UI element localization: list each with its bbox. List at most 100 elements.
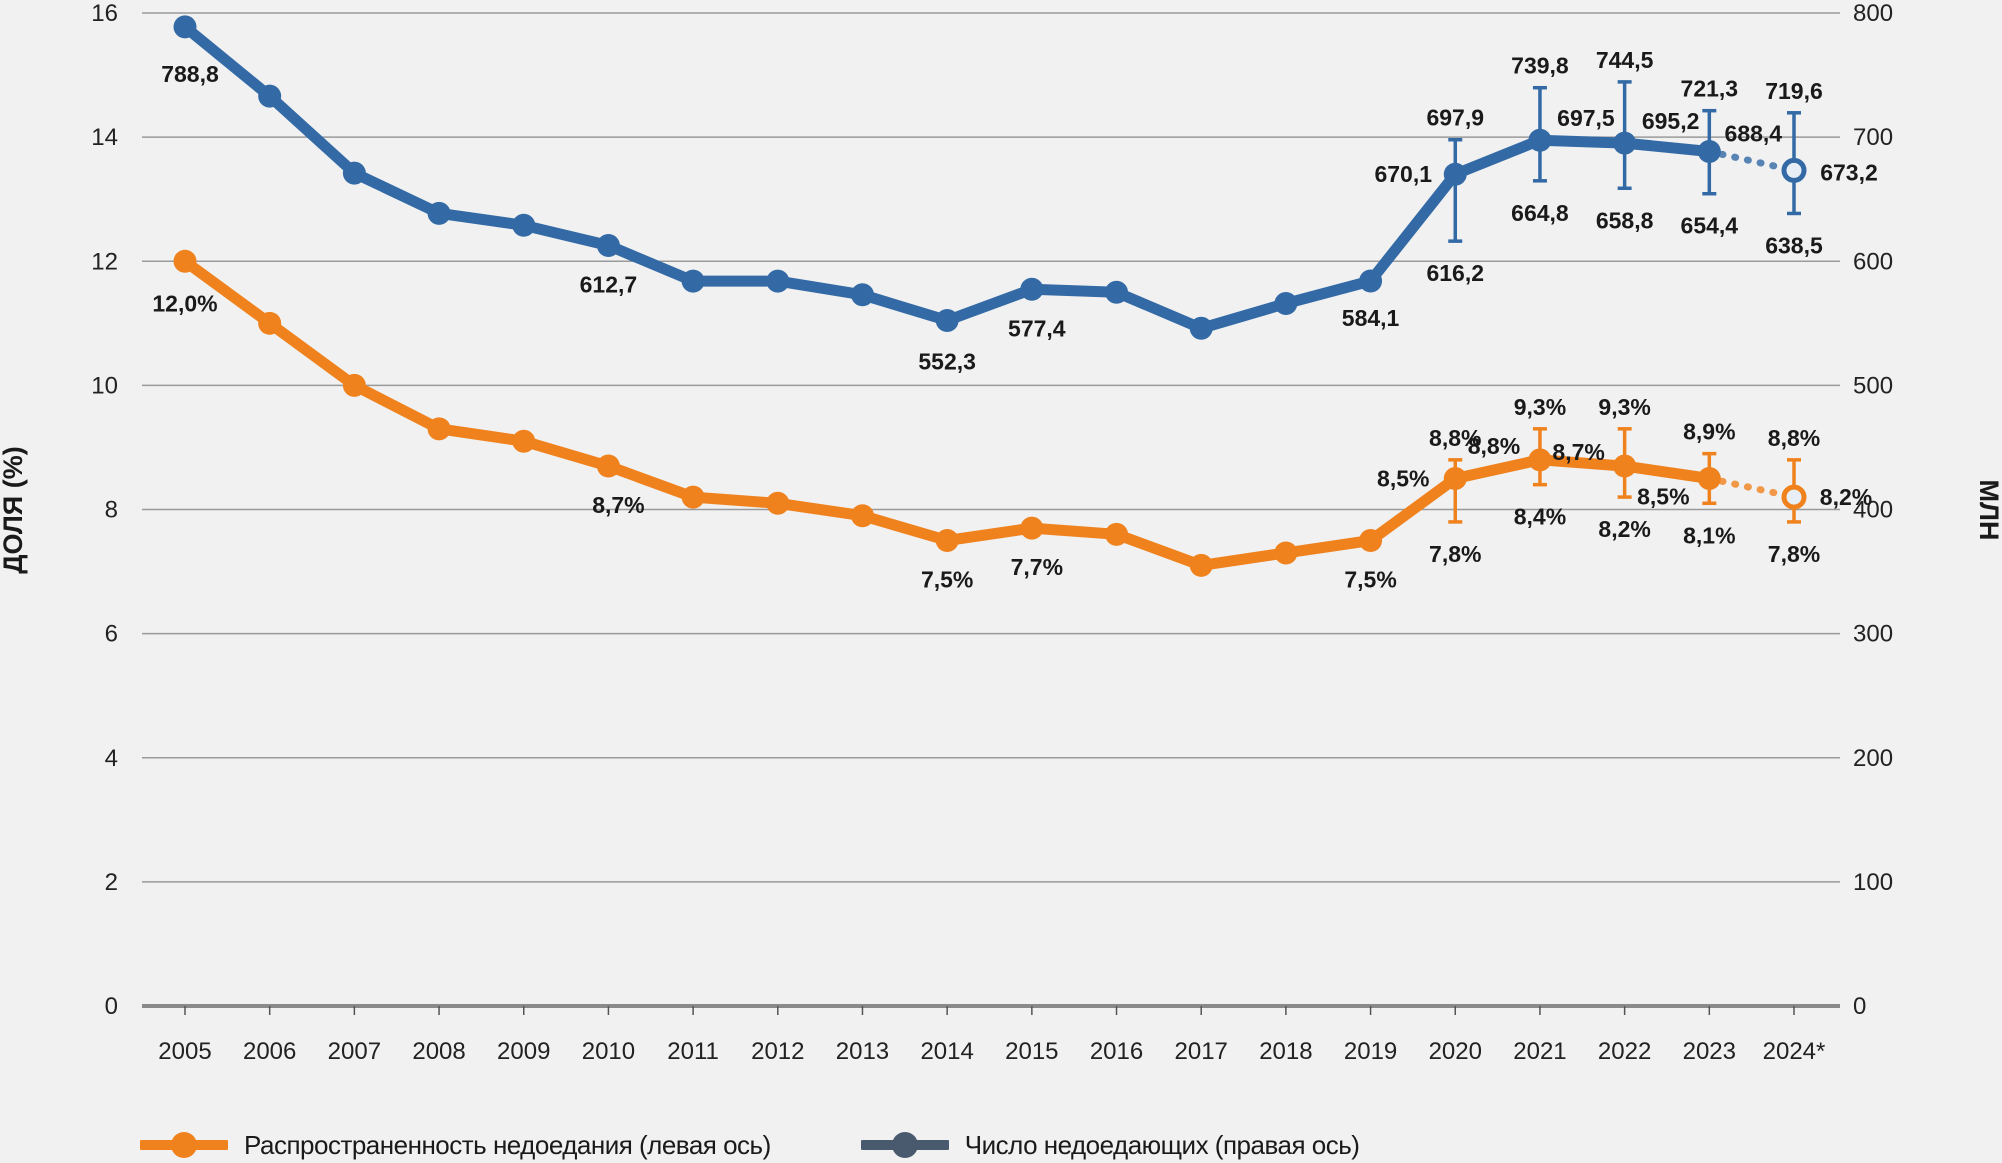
point-prevalence bbox=[1274, 541, 1298, 565]
left-axis-tick-label: 10 bbox=[91, 372, 118, 399]
data-label-number: 577,4 bbox=[1008, 315, 1066, 341]
left-axis-tick-label: 16 bbox=[91, 0, 118, 27]
left-axis-tick-label: 4 bbox=[105, 745, 118, 772]
data-label-number: 584,1 bbox=[1342, 305, 1400, 331]
x-axis-tick-label: 2023 bbox=[1683, 1038, 1736, 1065]
projected-point-number bbox=[1781, 157, 1807, 183]
point-prevalence bbox=[173, 249, 197, 273]
data-label-prevalence: 8,5% bbox=[1377, 465, 1429, 491]
point-prevalence bbox=[1189, 553, 1213, 577]
error-high-label-prevalence: 9,3% bbox=[1514, 394, 1566, 420]
data-label-number: 688,4 bbox=[1725, 121, 1783, 147]
error-high-label-prevalence: 8,9% bbox=[1683, 419, 1735, 445]
x-axis-tick-label: 2010 bbox=[582, 1038, 635, 1065]
data-label-number: 670,1 bbox=[1374, 161, 1432, 187]
x-axis-tick-label: 2007 bbox=[328, 1038, 381, 1065]
point-prevalence bbox=[258, 311, 282, 335]
error-low-label-prevalence: 8,4% bbox=[1514, 504, 1566, 530]
point-prevalence bbox=[850, 504, 874, 528]
error-low-label-prevalence: 7,8% bbox=[1429, 541, 1481, 567]
left-axis-tick-label: 8 bbox=[105, 497, 118, 524]
point-prevalence bbox=[1528, 448, 1552, 472]
point-prevalence bbox=[512, 429, 536, 453]
point-number bbox=[596, 233, 620, 257]
point-prevalence bbox=[935, 529, 959, 553]
x-axis-tick-label: 2011 bbox=[667, 1038, 719, 1065]
error-high-label-prevalence: 8,8% bbox=[1429, 425, 1481, 451]
data-labels: 12,0%8,7%7,5% 7,7% 7,5%8,5%8,8% 8,7%8,5% 8,2… bbox=[152, 47, 1877, 593]
x-axis-tick-label: 2024* bbox=[1763, 1038, 1826, 1065]
error-high-label-prevalence: 9,3% bbox=[1598, 394, 1650, 420]
x-axis-tick-label: 2017 bbox=[1175, 1038, 1228, 1065]
data-label-prevalence: 7,5% bbox=[921, 567, 973, 593]
x-axis-tick-label: 2009 bbox=[497, 1038, 550, 1065]
right-axis-title: МЛН bbox=[1974, 480, 2002, 541]
data-label-prevalence: 8,7% bbox=[592, 492, 644, 518]
x-axis-tick-label: 2012 bbox=[751, 1038, 804, 1065]
point-number bbox=[1697, 140, 1721, 164]
x-axis-tick-label: 2006 bbox=[243, 1038, 296, 1065]
point-number bbox=[512, 213, 536, 237]
x-axis-tick-label: 2008 bbox=[412, 1038, 465, 1065]
point-number bbox=[1274, 291, 1298, 315]
x-axis-tick-label: 2016 bbox=[1090, 1038, 1143, 1065]
data-label-prevalence: 12,0% bbox=[152, 290, 217, 316]
projected-point-prevalence bbox=[1781, 484, 1807, 510]
error-low-label-number: 616,2 bbox=[1426, 260, 1484, 286]
error-low-label-prevalence: 8,1% bbox=[1683, 522, 1735, 548]
legend-label-prevalence: Распространенность недоедания (левая ось… bbox=[244, 1129, 771, 1160]
data-label-prevalence: 8,7% bbox=[1552, 439, 1604, 465]
point-number bbox=[1613, 131, 1637, 155]
right-axis-tick-label: 0 bbox=[1853, 993, 1866, 1020]
point-prevalence bbox=[1105, 522, 1129, 546]
point-prevalence bbox=[1613, 454, 1637, 478]
series-number bbox=[173, 15, 1807, 340]
left-axis-tick-label: 2 bbox=[105, 869, 118, 896]
left-axis-tick-label: 12 bbox=[91, 248, 118, 275]
error-low-label-number: 654,4 bbox=[1681, 213, 1739, 239]
data-label-prevalence: 8,2% bbox=[1820, 484, 1872, 510]
point-number bbox=[681, 269, 705, 293]
x-axis-tick-label: 2005 bbox=[158, 1038, 211, 1065]
point-prevalence bbox=[1443, 466, 1467, 490]
left-axis-tick-label: 14 bbox=[91, 124, 118, 151]
error-low-label-number: 638,5 bbox=[1765, 232, 1823, 258]
line-prevalence bbox=[179, 255, 1715, 571]
point-number bbox=[1105, 280, 1129, 304]
error-low-label-prevalence: 8,2% bbox=[1598, 516, 1650, 542]
projected-line-prevalence bbox=[1705, 474, 1798, 501]
point-prevalence bbox=[596, 454, 620, 478]
point-number bbox=[1189, 316, 1213, 340]
legend-item-number[interactable]: Число недоедающих (правая ось) bbox=[860, 1128, 1360, 1162]
error-low-label-prevalence: 7,8% bbox=[1768, 541, 1820, 567]
left-axis-title: ДОЛЯ (%) bbox=[0, 446, 28, 573]
data-label-number: 673,2 bbox=[1820, 159, 1878, 185]
left-axis-tick-label: 0 bbox=[105, 993, 118, 1020]
error-low-label-number: 658,8 bbox=[1596, 207, 1654, 233]
error-low-label-number: 664,8 bbox=[1511, 200, 1569, 226]
data-label-prevalence: 8,5% bbox=[1637, 483, 1689, 509]
legend-marker-orange-icon bbox=[140, 1132, 228, 1158]
right-axis-tick-label: 200 bbox=[1853, 745, 1893, 772]
legend-item-prevalence[interactable]: Распространенность недоедания (левая ось… bbox=[140, 1128, 771, 1162]
x-axis-tick-label: 2018 bbox=[1259, 1038, 1312, 1065]
point-number bbox=[342, 161, 366, 185]
point-number bbox=[935, 308, 959, 332]
data-label-prevalence: 7,7% bbox=[1011, 554, 1063, 580]
x-axis-tick-label: 2015 bbox=[1005, 1038, 1058, 1065]
point-number bbox=[427, 201, 451, 225]
error-high-label-prevalence: 8,8% bbox=[1768, 425, 1820, 451]
right-axis-tick-label: 100 bbox=[1853, 869, 1893, 896]
right-axis-tick-label: 500 bbox=[1853, 372, 1893, 399]
data-label-number: 695,2 bbox=[1642, 108, 1700, 134]
series-prevalence bbox=[173, 249, 1807, 577]
gridlines bbox=[142, 12, 1840, 883]
x-axis-tick-label: 2021 bbox=[1513, 1038, 1566, 1065]
error-high-label-number: 721,3 bbox=[1681, 76, 1739, 102]
point-number bbox=[1020, 277, 1044, 301]
point-number bbox=[258, 84, 282, 108]
legend-marker-blue-icon bbox=[860, 1132, 949, 1158]
data-label-prevalence: 7,5% bbox=[1344, 567, 1396, 593]
x-axis-tick-label: 2022 bbox=[1598, 1038, 1651, 1065]
x-axis-tick-label: 2020 bbox=[1429, 1038, 1482, 1065]
